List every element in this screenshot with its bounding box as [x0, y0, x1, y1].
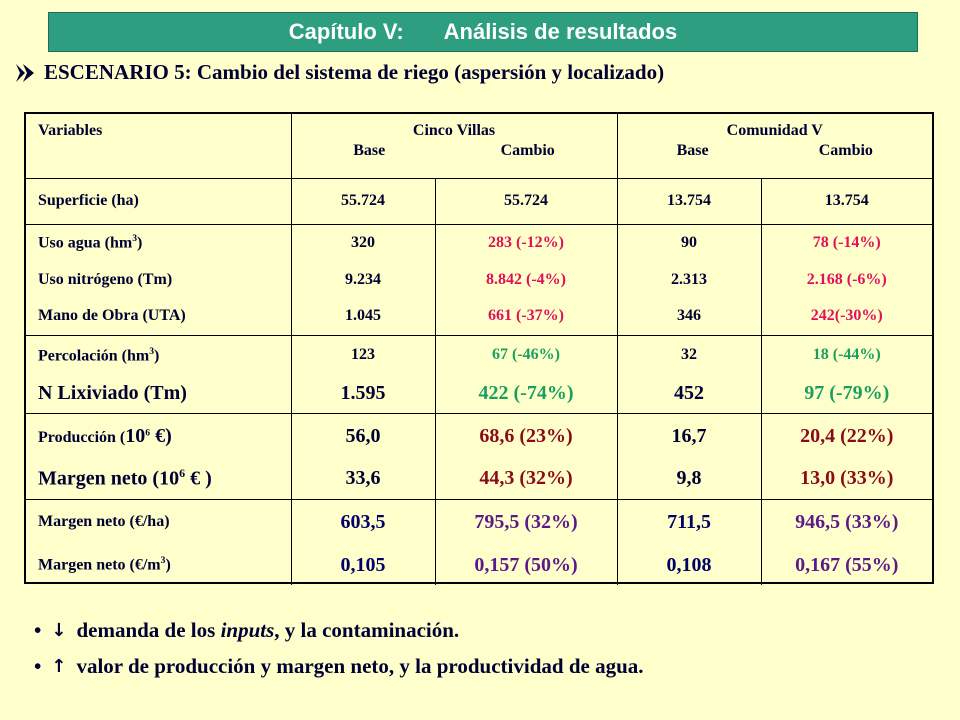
cell-value: 242(-30%) — [810, 307, 883, 325]
cell-value: 67 (-46%) — [435, 334, 618, 375]
group-name: Cinco Villas — [412, 122, 496, 139]
header-group-cinco-villas: Cinco Villas Base Cambio — [291, 114, 618, 178]
cell-value: 0,108 — [617, 545, 762, 585]
list-item: • ↓ demanda de los inputs, y la contamin… — [34, 612, 934, 648]
table-row: Uso nitrógeno (Tm) 9.234 8.842 (-4%) 2.3… — [26, 261, 932, 298]
cell-value: 0,167 (55%) — [795, 553, 899, 576]
table-header-row: Variables Cinco Villas Base Cambio Comun… — [26, 114, 932, 178]
cell-value: 1.045 — [291, 298, 436, 335]
cell-value: 711,5 — [617, 498, 762, 545]
bullet-dot: • — [34, 653, 42, 678]
cell-value: 422 (-74%) — [435, 375, 618, 413]
bullet-dot: • — [34, 617, 42, 642]
cell-value: 13.754 — [617, 177, 762, 224]
cell-value: 123 — [291, 334, 436, 375]
cell-value: 90 — [617, 223, 762, 261]
results-table: Variables Cinco Villas Base Cambio Comun… — [24, 112, 934, 585]
cell-value: 16,7 — [617, 412, 762, 459]
cell-value: 9,8 — [617, 459, 762, 499]
table-row: Margen neto (€/m3) 0,105 0,157 (50%) 0,1… — [26, 545, 932, 585]
row-label: Margen neto (€/m3) — [26, 545, 292, 585]
cell-value: 452 — [617, 375, 762, 413]
table-row: Uso agua (hm3) 320 283 (-12%) 90 78 (-14… — [26, 223, 933, 261]
subheader-cambio: Cambio — [818, 142, 873, 159]
row-label: Producción (106 €) — [26, 412, 292, 459]
row-label: Superficie (ha) — [26, 177, 292, 224]
cell-value: 68,6 (23%) — [435, 412, 618, 459]
chapter-title: Análisis de resultados — [443, 19, 678, 44]
header-group-comunidad-v: Comunidad V Base Cambio — [617, 114, 932, 178]
cell-value: 8.842 (-4%) — [435, 261, 618, 298]
cell-value: 1.595 — [291, 375, 436, 413]
cell-value: 320 — [291, 223, 436, 261]
table-row: Margen neto (106 € ) 33,6 44,3 (32%) 9,8… — [26, 459, 932, 499]
cell-value: 2.168 (-6%) — [806, 270, 887, 288]
table-row: Superficie (ha) 55.724 55.724 13.754 13.… — [26, 177, 933, 224]
cell-value: 20,4 (22%) — [761, 412, 933, 459]
chapter-label: Capítulo V: — [288, 19, 404, 44]
cell-value: 55.724 — [291, 177, 436, 224]
cell-value: 33,6 — [291, 459, 436, 499]
cell-value: 795,5 (32%) — [435, 498, 618, 545]
cell-value: 97 (-79%) — [804, 382, 890, 405]
cell-value: 0,157 (50%) — [435, 545, 618, 585]
table-row: Mano de Obra (UTA) 1.045 661 (-37%) 346 … — [26, 298, 932, 335]
arrow-up-icon: ↑ — [51, 655, 67, 677]
cell-value: 346 — [617, 298, 762, 335]
scenario-heading: ESCENARIO 5: Cambio del sistema de riego… — [14, 60, 944, 85]
cell-value: 78 (-14%) — [761, 223, 933, 261]
cell-value: 603,5 — [291, 498, 436, 545]
slide-title-bar: Capítulo V: Análisis de resultados — [48, 12, 918, 52]
subheader-base: Base — [676, 142, 709, 159]
bullet-text: demanda de los inputs, y la contaminació… — [76, 617, 460, 642]
cell-value: 283 (-12%) — [435, 223, 618, 261]
row-label: Percolación (hm3) — [26, 334, 292, 375]
table-row: Producción (106 €) 56,0 68,6 (23%) 16,7 … — [26, 412, 933, 459]
cell-value: 18 (-44%) — [761, 334, 933, 375]
row-label: Margen neto (106 € ) — [26, 459, 292, 499]
cell-value: 2.313 — [617, 261, 762, 298]
table-row: N Lixiviado (Tm) 1.595 422 (-74%) 452 97… — [26, 375, 932, 413]
group-name: Comunidad V — [726, 122, 823, 139]
subheader-base: Base — [353, 142, 386, 159]
bullet-text: valor de producción y margen neto, y la … — [76, 653, 644, 678]
row-label: Uso agua (hm3) — [26, 223, 292, 261]
row-label: Margen neto (€/ha) — [26, 498, 292, 545]
cell-value: 946,5 (33%) — [761, 498, 933, 545]
cell-value: 32 — [617, 334, 762, 375]
conclusions-list: • ↓ demanda de los inputs, y la contamin… — [34, 612, 934, 684]
arrow-down-icon: ↓ — [51, 619, 67, 641]
scenario-text: ESCENARIO 5: Cambio del sistema de riego… — [44, 60, 665, 84]
row-label: Uso nitrógeno (Tm) — [26, 261, 292, 298]
double-chevron-right-icon — [16, 63, 34, 82]
cell-value: 56,0 — [291, 412, 436, 459]
cell-value: 9.234 — [291, 261, 436, 298]
cell-value: 13,0 (33%) — [800, 467, 894, 490]
cell-value: 55.724 — [435, 177, 618, 224]
cell-value: 13.754 — [761, 177, 933, 224]
header-variables: Variables — [26, 114, 292, 178]
cell-value: 44,3 (32%) — [435, 459, 618, 499]
cell-value: 661 (-37%) — [435, 298, 618, 335]
list-item: • ↑ valor de producción y margen neto, y… — [34, 648, 934, 684]
table-row: Percolación (hm3) 123 67 (-46%) 32 18 (-… — [26, 334, 933, 375]
row-label: N Lixiviado (Tm) — [26, 375, 292, 413]
row-label: Mano de Obra (UTA) — [26, 298, 292, 335]
table-row: Margen neto (€/ha) 603,5 795,5 (32%) 711… — [26, 498, 933, 545]
cell-value: 0,105 — [291, 545, 436, 585]
subheader-cambio: Cambio — [500, 142, 555, 159]
